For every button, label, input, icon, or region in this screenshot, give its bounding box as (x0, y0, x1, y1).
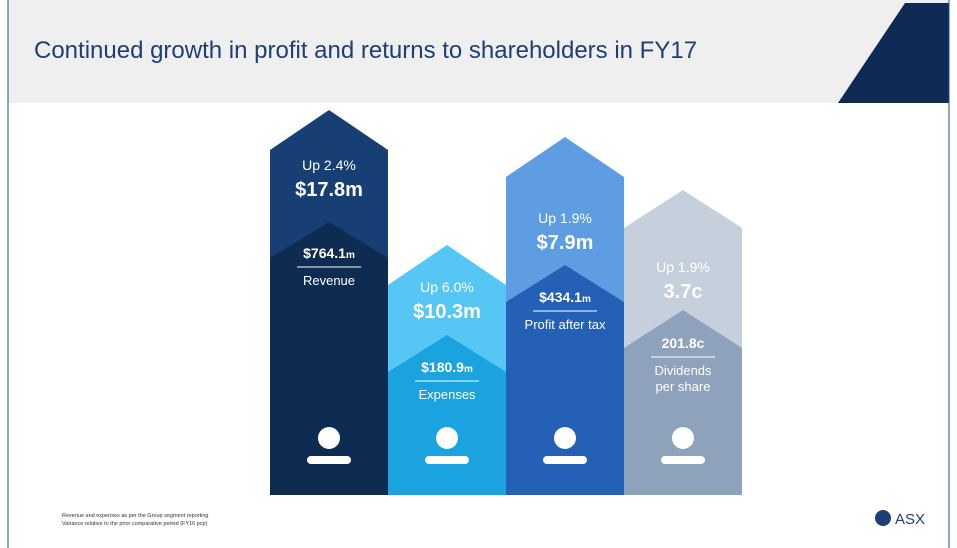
icon (436, 427, 458, 449)
amount: $764.1m (303, 245, 355, 261)
footnote: Variance relative to the prior comparati… (62, 521, 208, 527)
amount-unit: m (346, 250, 355, 261)
variance: Up 6.0% (420, 279, 474, 295)
arrow-lower (506, 265, 624, 495)
amount: 201.8c (662, 335, 705, 351)
icon (554, 427, 576, 449)
label: Profit after tax (525, 317, 606, 332)
change: $10.3m (413, 301, 481, 323)
change: $7.9m (537, 232, 594, 254)
amount-value: 201.8c (662, 335, 705, 351)
variance: Up 1.9% (538, 210, 592, 226)
change: 3.7c (664, 281, 703, 303)
arrow-lower (270, 222, 388, 495)
arrow-lower (624, 310, 742, 495)
icon (307, 456, 351, 464)
icon (672, 427, 694, 449)
amount-value: $764.1 (303, 245, 346, 261)
label: Revenue (303, 273, 355, 288)
change: $17.8m (295, 179, 363, 201)
amount: $180.9m (421, 359, 473, 375)
logo-mark (875, 510, 891, 526)
arrow-lower (388, 335, 506, 495)
title: Continued growth in profit and returns t… (34, 37, 697, 64)
variance: Up 2.4% (302, 157, 356, 173)
variance: Up 1.9% (656, 259, 710, 275)
footnote: Revenue and expenses as per the Group se… (62, 513, 208, 519)
header-band (8, 0, 949, 103)
icon (661, 456, 705, 464)
icon (425, 456, 469, 464)
logo: ASX (895, 511, 925, 528)
amount-unit: m (464, 364, 473, 375)
amount-value: $180.9 (421, 359, 464, 375)
amount-unit: m (582, 294, 591, 305)
label: per share (656, 379, 711, 394)
icon (543, 456, 587, 464)
amount-value: $434.1 (539, 289, 582, 305)
label: Expenses (418, 387, 476, 402)
header-triangle (838, 3, 949, 103)
amount: $434.1m (539, 289, 591, 305)
label: Dividends (654, 363, 712, 378)
icon (318, 427, 340, 449)
